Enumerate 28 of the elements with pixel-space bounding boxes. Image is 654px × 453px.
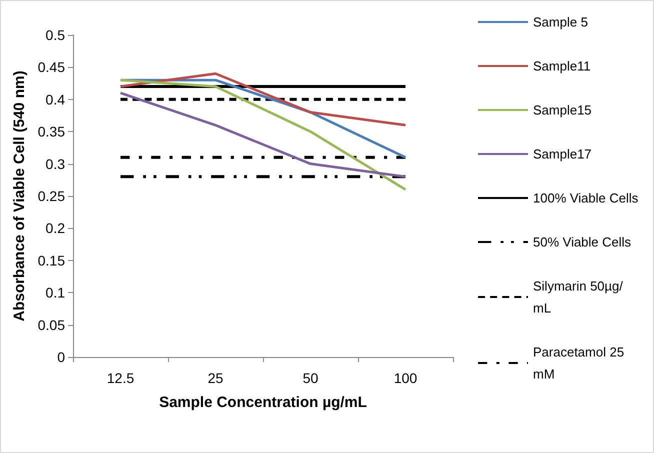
legend-label: 50% Viable Cells <box>533 234 632 250</box>
legend-label: Sample 5 <box>533 14 588 30</box>
legend-label: 100% Viable Cells <box>533 190 639 206</box>
y-axis-title: Absorbance of Viable Cell (540 nm) <box>10 70 28 322</box>
x-axis-title: Sample Concentration µg/mL <box>159 394 367 411</box>
y-tick-label: 0.4 <box>46 91 66 108</box>
legend-label: Silymarin 50µg/mL <box>533 278 624 316</box>
y-tick-label: 0.3 <box>46 156 66 172</box>
line-series <box>119 78 407 191</box>
x-tick-label: 12.5 <box>106 370 134 386</box>
y-tick-label: 0.25 <box>38 188 66 204</box>
y-tick-label: 0.5 <box>46 27 66 43</box>
y-tick-label: 0.45 <box>38 59 66 76</box>
x-tick-label: 25 <box>208 370 224 386</box>
line-series <box>119 72 407 126</box>
legend-label: Sample17 <box>533 146 592 162</box>
y-tick-label: 0.1 <box>46 284 66 301</box>
legend-label: Sample15 <box>533 102 592 118</box>
x-tick-label: 100 <box>394 370 418 386</box>
line-series <box>119 92 407 178</box>
y-tick-label: 0 <box>57 349 66 365</box>
y-tick-label: 0.2 <box>46 220 66 236</box>
y-tick-label: 0.35 <box>38 124 66 140</box>
y-tick-label: 0.05 <box>38 316 66 333</box>
legend-label: Sample11 <box>533 58 591 74</box>
legend-label: Paracetamol 25 mM <box>533 344 628 382</box>
x-tick-label: 50 <box>302 370 318 386</box>
y-tick-label: 0.15 <box>38 252 66 268</box>
